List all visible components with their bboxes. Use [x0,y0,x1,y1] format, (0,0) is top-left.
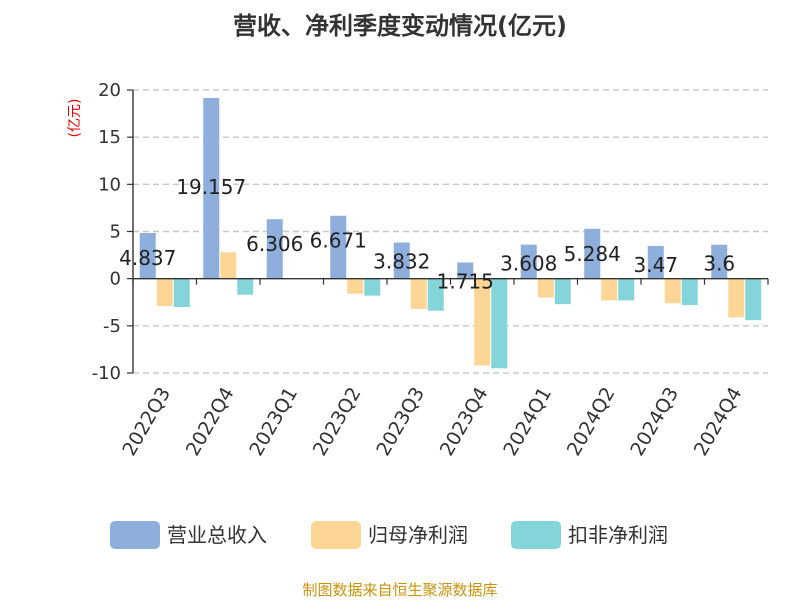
y-axis-unit: (亿元) [67,99,83,138]
y-tick-label: 0 [110,269,121,290]
bar-deducted-net-profit [618,278,635,301]
data-label: 19.157 [176,175,246,199]
data-label: 6.306 [246,232,303,256]
bar-net-profit [347,278,364,294]
bar-revenue [457,262,474,279]
gridlines [133,89,768,374]
bar-net-profit [474,278,491,366]
legend-swatch [110,521,160,549]
legend-swatch [511,521,561,549]
bar-revenue [266,219,283,279]
x-tick-label: 2022Q4 [182,384,239,460]
legend-label: 营业总收入 [167,523,267,547]
bar-deducted-net-profit [681,278,698,306]
legend[interactable]: 营业总收入 归母净利润 扣非净利润 [110,521,668,549]
bar-net-profit [537,278,554,298]
bar-revenue [203,97,220,279]
bar-deducted-net-profit [173,278,190,307]
y-tick-label: -5 [103,316,121,337]
bar-revenue [139,233,156,279]
y-tick-label: 20 [98,80,121,101]
data-label: 4.837 [119,246,176,270]
x-axis-ticks: 2022Q3 2022Q4 2023Q1 2023Q2 2023Q3 2023Q4 2024… [118,384,746,460]
bar-net-profit [156,278,173,307]
bar-deducted-net-profit [554,278,571,305]
y-tick-label: 15 [98,127,121,148]
data-label: 5.284 [564,242,621,266]
y-tick-label: -10 [92,363,121,384]
data-label: 3.608 [500,252,557,276]
bar-net-profit [728,278,745,318]
bar-revenue [330,215,347,279]
x-tick-label: 2023Q4 [436,384,493,460]
bar-revenue [520,244,537,279]
bar-revenue [647,245,664,279]
x-tick-label: 2023Q1 [245,384,302,460]
y-tick-label: 10 [98,174,121,195]
x-tick-label: 2023Q3 [372,384,429,460]
bar-net-profit [410,278,427,309]
bar-net-profit [220,252,237,279]
bar-deducted-net-profit [745,278,762,321]
bar-deducted-net-profit [364,278,381,296]
data-label: 6.671 [310,229,367,253]
bar-revenue [584,228,601,279]
x-tick-label: 2024Q1 [499,384,556,460]
chart-title: 营收、净利季度变动情况(亿元) [233,12,567,40]
x-axis [132,90,769,373]
data-label: 3.832 [373,250,430,274]
x-tick-label: 2024Q3 [626,384,683,460]
x-tick-label: 2023Q2 [309,384,366,460]
bar-deducted-net-profit [491,278,508,369]
bar-deducted-net-profit [427,278,444,311]
x-tick-label: 2024Q4 [690,384,747,460]
bar-net-profit [601,278,618,301]
legend-swatch [311,521,361,549]
legend-label: 扣非净利润 [568,523,668,547]
bar-deducted-net-profit [237,278,254,295]
bar-net-profit [664,278,681,304]
y-tick-label: 5 [110,222,121,243]
bars [139,97,762,369]
x-tick-label: 2024Q2 [563,384,620,460]
bar-revenue [393,242,410,279]
data-source-note: 制图数据来自恒生聚源数据库 [302,581,497,599]
y-axis-ticks: 20 15 10 5 0 -5 -10 [92,80,133,384]
data-label: 1.715 [437,269,494,293]
x-tick-label: 2022Q3 [118,384,175,460]
bar-revenue [711,244,728,279]
data-label: 3.47 [633,253,678,277]
data-label: 3.6 [703,252,735,276]
legend-label: 归母净利润 [368,523,468,547]
